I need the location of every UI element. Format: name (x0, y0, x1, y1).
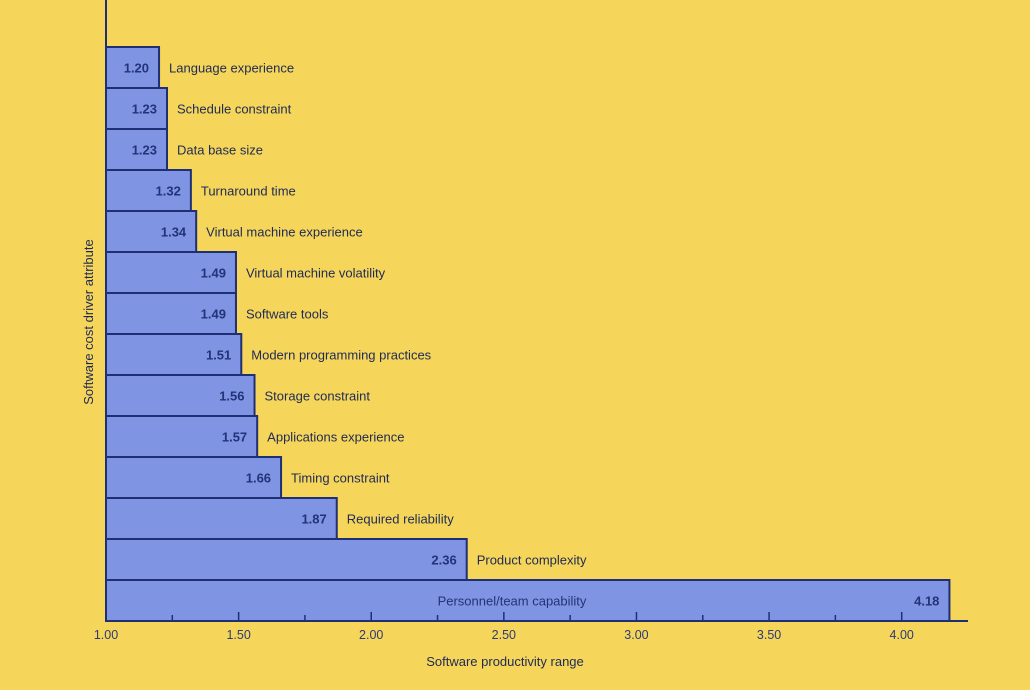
bar-value-label: 1.23 (132, 143, 157, 158)
bar-value-label: 1.23 (132, 102, 157, 117)
bar-category-label: Personnel/team capability (438, 594, 587, 609)
x-tick-label: 2.50 (492, 628, 516, 642)
bar-category-label: Product complexity (477, 553, 587, 568)
bar-value-label: 1.56 (219, 389, 244, 404)
x-axis-title: Software productivity range (426, 654, 584, 669)
bar-category-label: Virtual machine volatility (246, 266, 386, 281)
bar-category-label: Data base size (177, 143, 263, 158)
bar-category-label: Software tools (246, 307, 329, 322)
x-ticks-layer: 1.00 1.50 2.00 2.50 3.00 3.50 4.00 (94, 612, 914, 642)
bar-value-label: 1.66 (246, 471, 271, 486)
bar-value-label: 1.49 (201, 307, 226, 322)
bar (105, 497, 338, 540)
bar-value-label: 1.32 (156, 184, 181, 199)
bar-value-label: 1.34 (161, 225, 187, 240)
bar (105, 169, 192, 212)
bar-category-label: Applications experience (267, 430, 404, 445)
bar (105, 538, 468, 581)
bar-value-label: 1.87 (301, 512, 326, 527)
bar-category-label: Turnaround time (201, 184, 296, 199)
x-tick-label: 3.00 (624, 628, 648, 642)
x-tick-label: 4.00 (890, 628, 914, 642)
x-tick-label: 3.50 (757, 628, 781, 642)
bar-category-label: Required reliability (347, 512, 454, 527)
x-tick-label: 1.50 (226, 628, 250, 642)
bar-category-label: Virtual machine experience (206, 225, 363, 240)
bar-category-label: Storage constraint (265, 389, 371, 404)
bar-value-label: 1.49 (201, 266, 226, 281)
bar-category-label: Modern programming practices (251, 348, 431, 363)
x-tick-label: 1.00 (94, 628, 118, 642)
bar-value-label: 1.57 (222, 430, 247, 445)
bar-value-label: 2.36 (431, 553, 456, 568)
bar-value-label: 4.18 (914, 594, 939, 609)
bar-value-label: 1.20 (124, 61, 149, 76)
bar-category-label: Language experience (169, 61, 294, 76)
y-axis-title: Software cost driver attribute (81, 239, 96, 404)
x-tick-label: 2.00 (359, 628, 383, 642)
bar-value-label: 1.51 (206, 348, 231, 363)
bar-category-label: Schedule constraint (177, 102, 292, 117)
bar-category-label: Timing constraint (291, 471, 390, 486)
bars-layer: 1.20 Language experience 1.23 Schedule cons… (105, 46, 951, 622)
bar (105, 456, 283, 499)
